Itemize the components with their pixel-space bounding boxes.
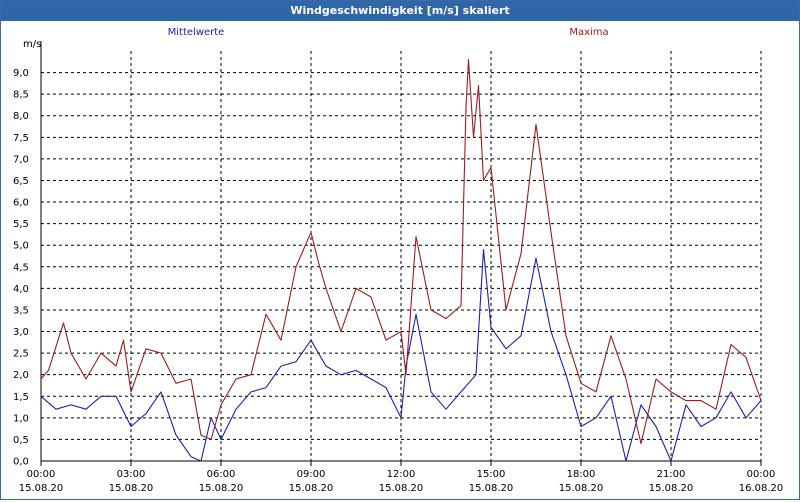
series-label-mittelwerte: Mittelwerte: [168, 27, 225, 38]
x-tick-date: 15.08.20: [469, 483, 514, 494]
y-tick-label: 4,5: [13, 262, 29, 273]
y-tick-label: 0,5: [13, 435, 29, 446]
y-tick-label: 8,5: [13, 90, 29, 101]
x-tick-date: 15.08.20: [649, 483, 694, 494]
x-tick-time: 15:00: [477, 469, 506, 480]
y-axis-label: m/s: [23, 39, 41, 50]
y-tick-label: 2,5: [13, 349, 29, 360]
line-chart: 0,0 0,5 1,0 1,5 2,0 2,5 3,0 3,5 4,0 4,5 5,0 5,5 6,0 6…: [13, 27, 784, 494]
x-tick-time: 06:00: [207, 469, 236, 480]
x-tick-time: 03:00: [117, 469, 146, 480]
x-tick-time: 18:00: [567, 469, 596, 480]
x-tick-date: 15.08.20: [19, 483, 64, 494]
series-line-maxima: [40, 59, 762, 445]
x-tick-time: 21:00: [657, 469, 686, 480]
x-tick-date: 15.08.20: [199, 483, 244, 494]
x-tick-date: 15.08.20: [379, 483, 424, 494]
x-tick-time: 00:00: [747, 469, 776, 480]
y-tick-label: 7,0: [13, 154, 29, 165]
y-tick-label: 1,0: [13, 413, 29, 424]
x-tick-time: 00:00: [27, 469, 56, 480]
x-tick-date: 16.08.20: [739, 483, 784, 494]
series-line-mittelwerte: [40, 248, 762, 462]
y-tick-label: 0,0: [13, 457, 29, 468]
x-tick-date: 15.08.20: [289, 483, 334, 494]
y-tick-label: 5,0: [13, 241, 29, 252]
y-tick-label: 2,0: [13, 370, 29, 381]
y-tick-label: 1,5: [13, 392, 29, 403]
y-tick-label: 9,0: [13, 68, 29, 79]
y-tick-label: 3,5: [13, 305, 29, 316]
x-tick-time: 12:00: [387, 469, 416, 480]
y-tick-label: 6,5: [13, 176, 29, 187]
y-tick-label: 6,0: [13, 198, 29, 209]
x-tick-time: 09:00: [297, 469, 326, 480]
series-label-maxima: Maxima: [569, 27, 608, 38]
y-tick-label: 3,0: [13, 327, 29, 338]
y-tick-label: 8,0: [13, 111, 29, 122]
y-tick-label: 7,5: [13, 133, 29, 144]
x-tick-date: 15.08.20: [559, 483, 604, 494]
plot-container: 0,0 0,5 1,0 1,5 2,0 2,5 3,0 3,5 4,0 4,5 5,0 5,5 6,0 6…: [1, 21, 799, 499]
y-tick-label: 4,0: [13, 284, 29, 295]
x-tick-date: 15.08.20: [109, 483, 154, 494]
y-tick-label: 5,5: [13, 219, 29, 230]
chart-title: Windgeschwindigkeit [m/s] skaliert: [1, 1, 799, 21]
